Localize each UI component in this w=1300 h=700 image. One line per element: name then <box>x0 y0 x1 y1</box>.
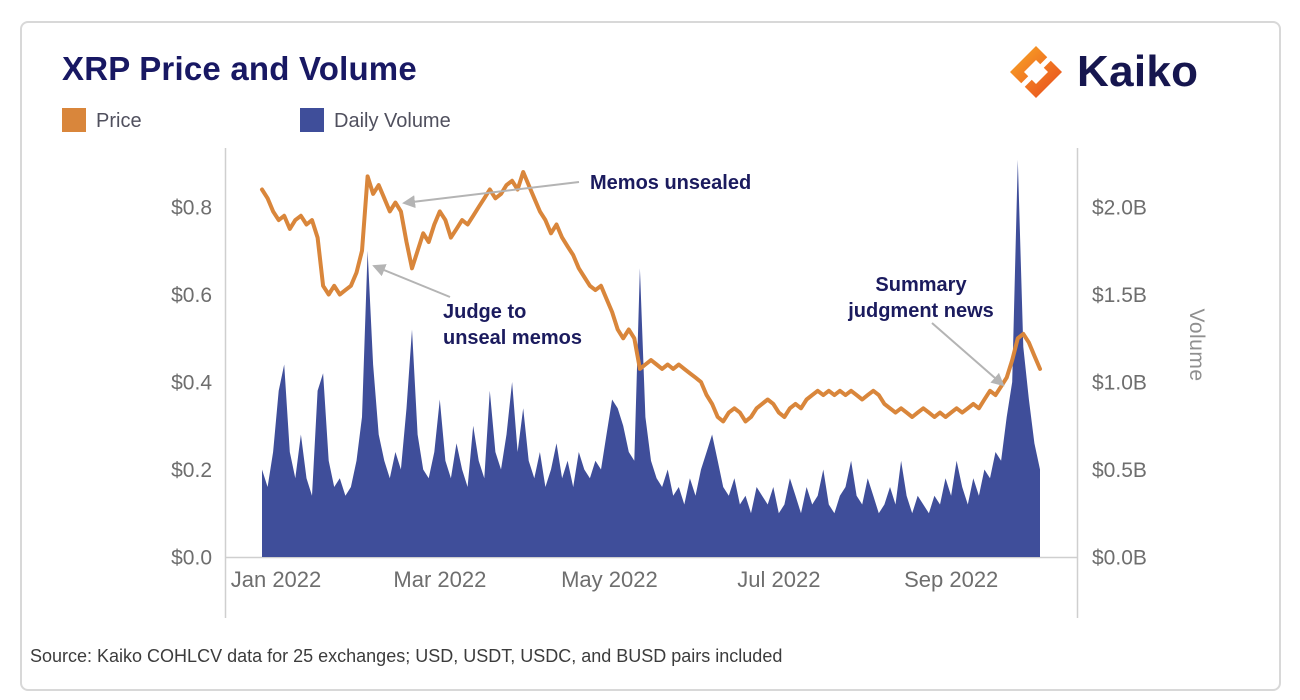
volume-axis-tick: $0.5B <box>1092 459 1147 482</box>
legend-swatch-volume <box>300 108 324 132</box>
kaiko-logo-icon <box>1010 46 1062 98</box>
annotation-arrow <box>372 264 451 298</box>
page-title: XRP Price and Volume <box>62 50 417 87</box>
annotation-text: Judge to <box>443 301 526 323</box>
volume-axis-title: Volume <box>1185 308 1208 381</box>
legend-label-volume: Daily Volume <box>334 110 451 132</box>
x-axis-tick: Jan 2022 <box>231 567 322 592</box>
legend-swatch-price <box>62 108 86 132</box>
x-axis-tick: Jul 2022 <box>737 567 820 592</box>
x-axis-tick: Mar 2022 <box>393 567 486 592</box>
kaiko-logo-text: Kaiko <box>1077 47 1199 96</box>
annotation-text: Summary <box>875 274 967 296</box>
x-axis-tick: May 2022 <box>561 567 658 592</box>
volume-area <box>262 159 1040 558</box>
volume-axis-tick: $1.5B <box>1092 284 1147 307</box>
price-axis-tick: $0.0 <box>171 546 212 569</box>
price-axis-tick: $0.8 <box>171 196 212 219</box>
price-line <box>260 170 1042 424</box>
annotation-text: Memos unsealed <box>590 172 751 194</box>
annotation-text: unseal memos <box>443 327 582 349</box>
x-axis-tick: Sep 2022 <box>904 567 998 592</box>
price-axis-tick: $0.2 <box>171 459 212 482</box>
volume-axis-tick: $1.0B <box>1092 371 1147 394</box>
annotation-arrow <box>402 181 580 209</box>
chart-card <box>20 21 1281 691</box>
price-axis-tick: $0.4 <box>171 371 212 394</box>
price-axis-tick: $0.6 <box>171 284 212 307</box>
kaiko-logo: Kaiko <box>1008 44 1198 100</box>
source-note: Source: Kaiko COHLCV data for 25 exchang… <box>30 646 783 666</box>
annotation-arrow <box>931 322 1005 387</box>
annotation-text: judgment news <box>847 300 994 322</box>
volume-axis-tick: $2.0B <box>1092 196 1147 219</box>
volume-axis-tick: $0.0B <box>1092 546 1147 569</box>
legend-label-price: Price <box>96 110 142 132</box>
